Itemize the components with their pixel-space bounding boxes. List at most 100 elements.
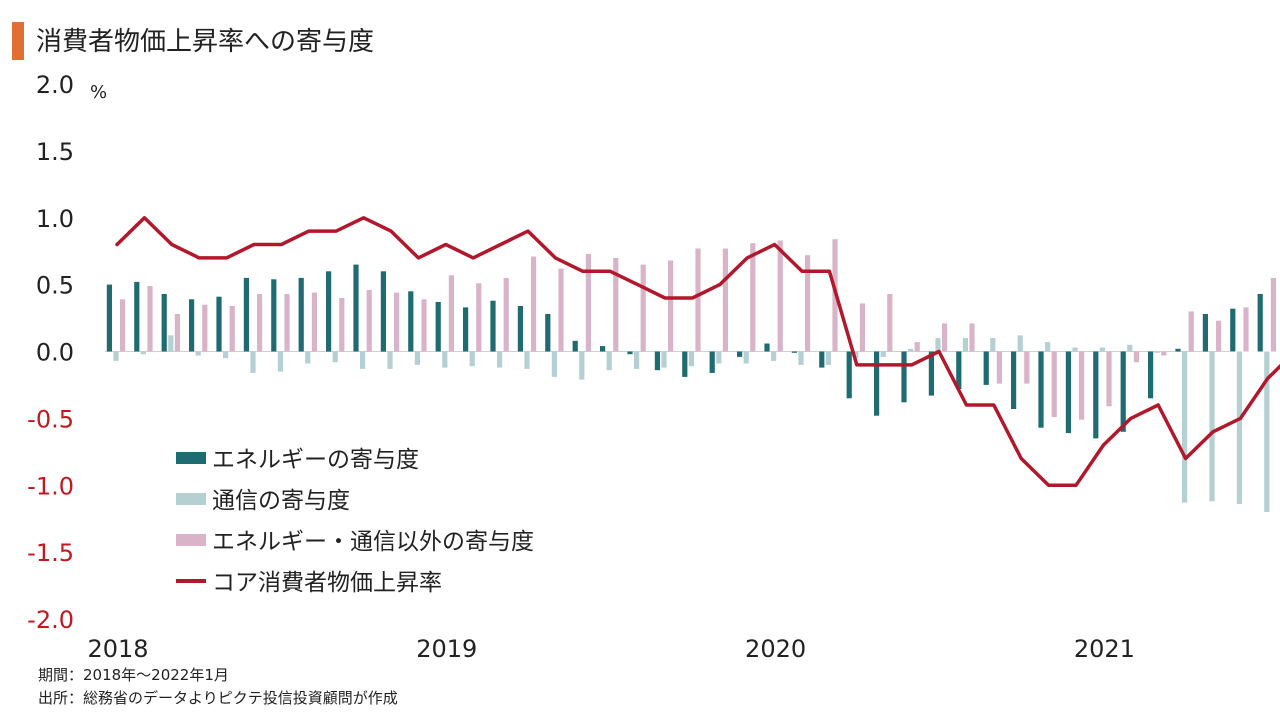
other-bar <box>147 286 153 352</box>
title-accent-bar <box>12 22 24 60</box>
telecom-bar <box>223 351 229 359</box>
other-bar <box>668 260 674 352</box>
telecom-bar <box>387 351 393 369</box>
other-bar <box>311 292 317 352</box>
telecom-bar <box>962 338 968 352</box>
y-tick-label: -0.5 <box>27 405 74 433</box>
energy-bar <box>846 351 852 399</box>
telecom-bar <box>935 338 941 352</box>
telecom-bar <box>1017 335 1023 352</box>
energy-bar <box>490 300 496 352</box>
legend-core-cpi-label: コア消費者物価上昇率 <box>212 570 442 596</box>
energy-bar <box>983 351 989 385</box>
x-tick-label: 2019 <box>416 635 477 663</box>
telecom-bar <box>743 351 749 364</box>
other-bar <box>942 323 948 352</box>
energy-bar <box>819 351 825 368</box>
other-bar <box>257 294 263 352</box>
telecom-bar <box>1099 347 1105 352</box>
energy-bar <box>1257 294 1263 352</box>
energy-bar <box>791 351 797 353</box>
telecom-bar <box>634 351 640 369</box>
energy-bar <box>463 307 469 352</box>
telecom-bar <box>798 351 804 365</box>
telecom-bar <box>1182 351 1188 503</box>
other-bar <box>613 257 619 352</box>
other-bar <box>1079 351 1085 420</box>
energy-bar <box>956 351 962 389</box>
telecom-bar <box>1236 351 1242 504</box>
footnote-period: 期間：2018年～2022年1月 <box>38 666 229 684</box>
other-bar <box>914 342 920 352</box>
telecom-bar <box>442 351 448 368</box>
other-bar <box>1188 311 1194 352</box>
energy-bar <box>1175 348 1181 352</box>
energy-bar <box>600 346 606 352</box>
other-bar <box>120 299 126 352</box>
energy-bar <box>1148 351 1154 399</box>
telecom-bar <box>551 351 557 377</box>
telecom-bar <box>825 351 831 365</box>
legend-other-label: エネルギー・通信以外の寄与度 <box>212 529 534 555</box>
y-axis-ticks: 2.0 1.5 1.0 0.5 0.0 -0.5 -1.0 -1.5 -2.0 <box>27 71 74 634</box>
telecom-bar <box>1209 351 1215 502</box>
energy-bar <box>271 279 277 352</box>
other-bar <box>1270 277 1276 352</box>
y-tick-label: 0.5 <box>36 272 74 300</box>
other-bar <box>1243 307 1249 352</box>
energy-bar <box>134 281 140 352</box>
energy-bar <box>326 271 332 352</box>
y-tick-label: 1.5 <box>36 138 74 166</box>
y-tick-label: 1.0 <box>36 205 74 233</box>
telecom-bar <box>1072 347 1078 352</box>
energy-bar <box>106 284 112 352</box>
legend-other-swatch <box>176 534 206 546</box>
other-bar <box>859 303 865 352</box>
legend-energy-label: エネルギーの寄与度 <box>212 447 419 473</box>
telecom-bar <box>908 348 914 352</box>
other-bar <box>558 268 564 352</box>
energy-bar <box>380 271 386 352</box>
telecom-bar <box>195 351 201 356</box>
other-bar <box>174 314 180 352</box>
telecom-bar <box>853 351 859 359</box>
other-bar <box>503 277 509 352</box>
other-bar <box>1106 351 1112 407</box>
telecom-bar <box>168 335 174 352</box>
energy-bar <box>298 277 304 352</box>
energy-bar <box>1202 314 1208 352</box>
other-bar <box>585 253 591 352</box>
telecom-bar <box>688 351 694 367</box>
energy-bar <box>654 351 660 371</box>
energy-bar <box>408 291 414 352</box>
energy-bar <box>216 296 222 352</box>
bars-group <box>106 239 1276 512</box>
telecom-bar <box>360 351 366 369</box>
other-bar <box>722 248 728 352</box>
energy-bar <box>517 306 523 352</box>
energy-bar <box>901 351 907 403</box>
other-bar <box>229 306 235 352</box>
energy-bar <box>874 351 880 416</box>
telecom-bar <box>716 351 722 364</box>
y-tick-label: -2.0 <box>27 606 74 634</box>
other-bar <box>805 255 811 352</box>
other-bar <box>996 351 1002 384</box>
other-bar <box>969 323 975 352</box>
telecom-bar <box>990 338 996 352</box>
footnote-source: 出所：総務省のデータよりピクテ投信投資顧問が作成 <box>38 689 398 707</box>
energy-bar <box>1065 351 1071 434</box>
energy-bar <box>928 351 934 396</box>
telecom-bar <box>1045 342 1051 352</box>
telecom-bar <box>524 351 530 369</box>
other-bar <box>476 283 482 352</box>
energy-bar <box>545 314 551 352</box>
energy-bar <box>709 351 715 373</box>
energy-bar <box>627 351 633 355</box>
energy-bar <box>1230 308 1236 352</box>
energy-bar <box>572 340 578 352</box>
telecom-bar <box>140 351 146 355</box>
y-tick-label: 2.0 <box>36 71 74 99</box>
